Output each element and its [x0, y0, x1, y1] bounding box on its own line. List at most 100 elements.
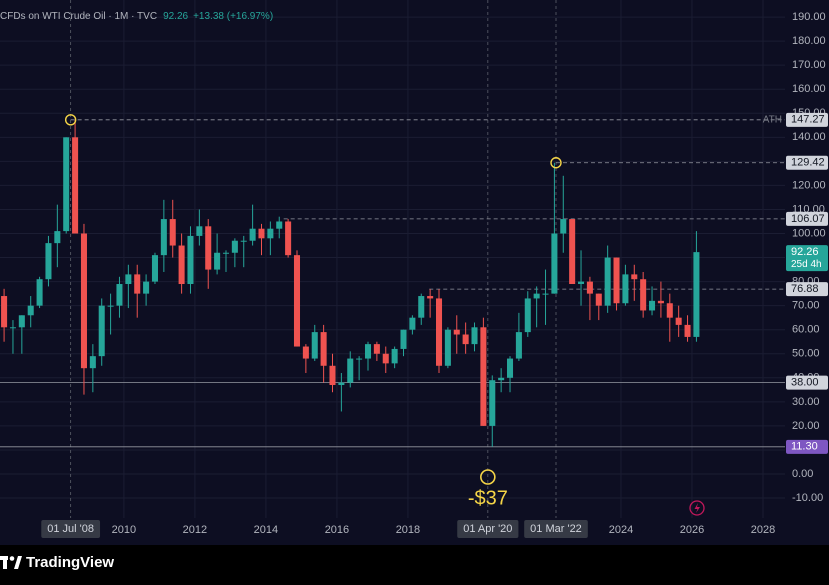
x-tick-label: 2010: [112, 524, 136, 536]
candle-body: [18, 315, 25, 328]
candle-body: [134, 274, 141, 294]
candle-body: [675, 317, 682, 325]
candle-body: [382, 353, 389, 364]
highlight-circle: [64, 114, 77, 126]
y-tick-label: 50.00: [792, 348, 820, 360]
candle-body: [285, 221, 292, 256]
x-tick-label: 2012: [183, 524, 207, 536]
candle-body: [1, 296, 8, 328]
candle-body: [515, 332, 522, 359]
price-label: 76.88: [791, 283, 819, 295]
candle-body: [578, 281, 585, 285]
candle-body: [267, 228, 274, 239]
date-marker-box: [41, 520, 101, 538]
y-tick-label: 170.00: [792, 59, 826, 71]
candle-body: [498, 377, 505, 381]
price-label-box: [786, 211, 828, 226]
last-price: 92.26: [163, 11, 188, 22]
candle-body: [604, 257, 611, 306]
date-marker-label: 01 Mar '22: [530, 523, 582, 535]
candle-body: [293, 255, 301, 347]
candle-body: [622, 274, 629, 304]
candle-body: [542, 293, 549, 295]
x-tick-label: 2016: [325, 524, 349, 536]
x-tick-label: 2018: [396, 524, 420, 536]
chart-title: CFDs on WTI Crude Oil · 1M · TVC 92.26 +13…: [0, 11, 273, 22]
y-tick-label: 30.00: [792, 396, 820, 408]
price-label: 129.42: [791, 157, 825, 169]
candle-body: [178, 245, 185, 285]
candle-body: [391, 348, 398, 364]
candle-body: [631, 274, 638, 280]
candle-body: [116, 284, 123, 306]
candle-body: [693, 252, 700, 337]
price-label-box: [786, 245, 828, 272]
candle-body: [462, 334, 469, 345]
y-tick-label: 70.00: [792, 300, 820, 312]
candle-body: [551, 233, 558, 294]
price-label: 38.00: [791, 377, 819, 389]
highlight-circle: [550, 157, 562, 169]
candle-body: [311, 332, 318, 359]
candle-body: [231, 240, 238, 253]
footer: [0, 545, 829, 585]
candle-body: [36, 279, 43, 306]
y-tick-label: 0.00: [792, 468, 813, 480]
candle-body: [533, 293, 540, 299]
candle-body: [125, 274, 132, 285]
chart-background: [0, 0, 829, 545]
candle-body: [72, 137, 79, 234]
candle-body: [640, 279, 647, 311]
price-label: 11.30: [791, 441, 818, 453]
price-label-box: [786, 112, 828, 127]
candle-body: [595, 293, 602, 306]
candle-body: [98, 305, 105, 357]
candle-body: [196, 226, 203, 236]
candle-body: [63, 137, 70, 232]
candle-body: [524, 298, 531, 333]
candle-body: [258, 228, 265, 239]
candle-body: [657, 300, 664, 304]
x-tick-label: 2014: [254, 524, 278, 536]
candle-body: [302, 346, 309, 359]
candle-body: [151, 255, 158, 282]
brand-name: TradingView: [26, 554, 114, 571]
candle-body: [80, 233, 87, 369]
candle-body: [222, 252, 230, 254]
candle-body: [187, 235, 194, 285]
candle-body: [160, 219, 167, 256]
plot: -10.000.0010.0020.0030.0040.0050.0060.00…: [0, 0, 826, 536]
candle-body: [427, 296, 434, 299]
annotation: -$37: [468, 487, 508, 509]
y-tick-label: -10.00: [792, 492, 823, 504]
candle-body: [418, 296, 425, 318]
candle-body: [471, 327, 478, 345]
x-tick-label: 2028: [751, 524, 775, 536]
alert-icon: [689, 500, 705, 516]
y-tick-label: 160.00: [792, 83, 826, 95]
y-tick-label: 190.00: [792, 11, 826, 23]
y-tick-label: 20.00: [792, 420, 820, 432]
candle-body: [9, 327, 16, 329]
price-change: +13.38 (+16.97%): [193, 11, 273, 22]
candle-body: [89, 356, 96, 369]
candle-body: [276, 221, 283, 229]
candle-body: [666, 303, 673, 318]
candle-body: [214, 252, 221, 270]
candle-body: [649, 300, 656, 311]
candle-body: [338, 382, 345, 386]
candle-body: [54, 231, 61, 244]
candle-body: [507, 358, 514, 378]
candle-body: [613, 257, 620, 304]
countdown-label: 25d 4h: [791, 259, 822, 270]
candle-body: [586, 281, 593, 294]
candle-body: [205, 226, 212, 270]
title: CFDs on WTI Crude Oil · 1M · TVC: [0, 11, 157, 22]
candle-body: [347, 358, 354, 383]
x-tick-label: 2026: [680, 524, 704, 536]
candle-body: [480, 327, 487, 426]
candle-body: [373, 344, 380, 354]
candle-body: [364, 344, 372, 359]
